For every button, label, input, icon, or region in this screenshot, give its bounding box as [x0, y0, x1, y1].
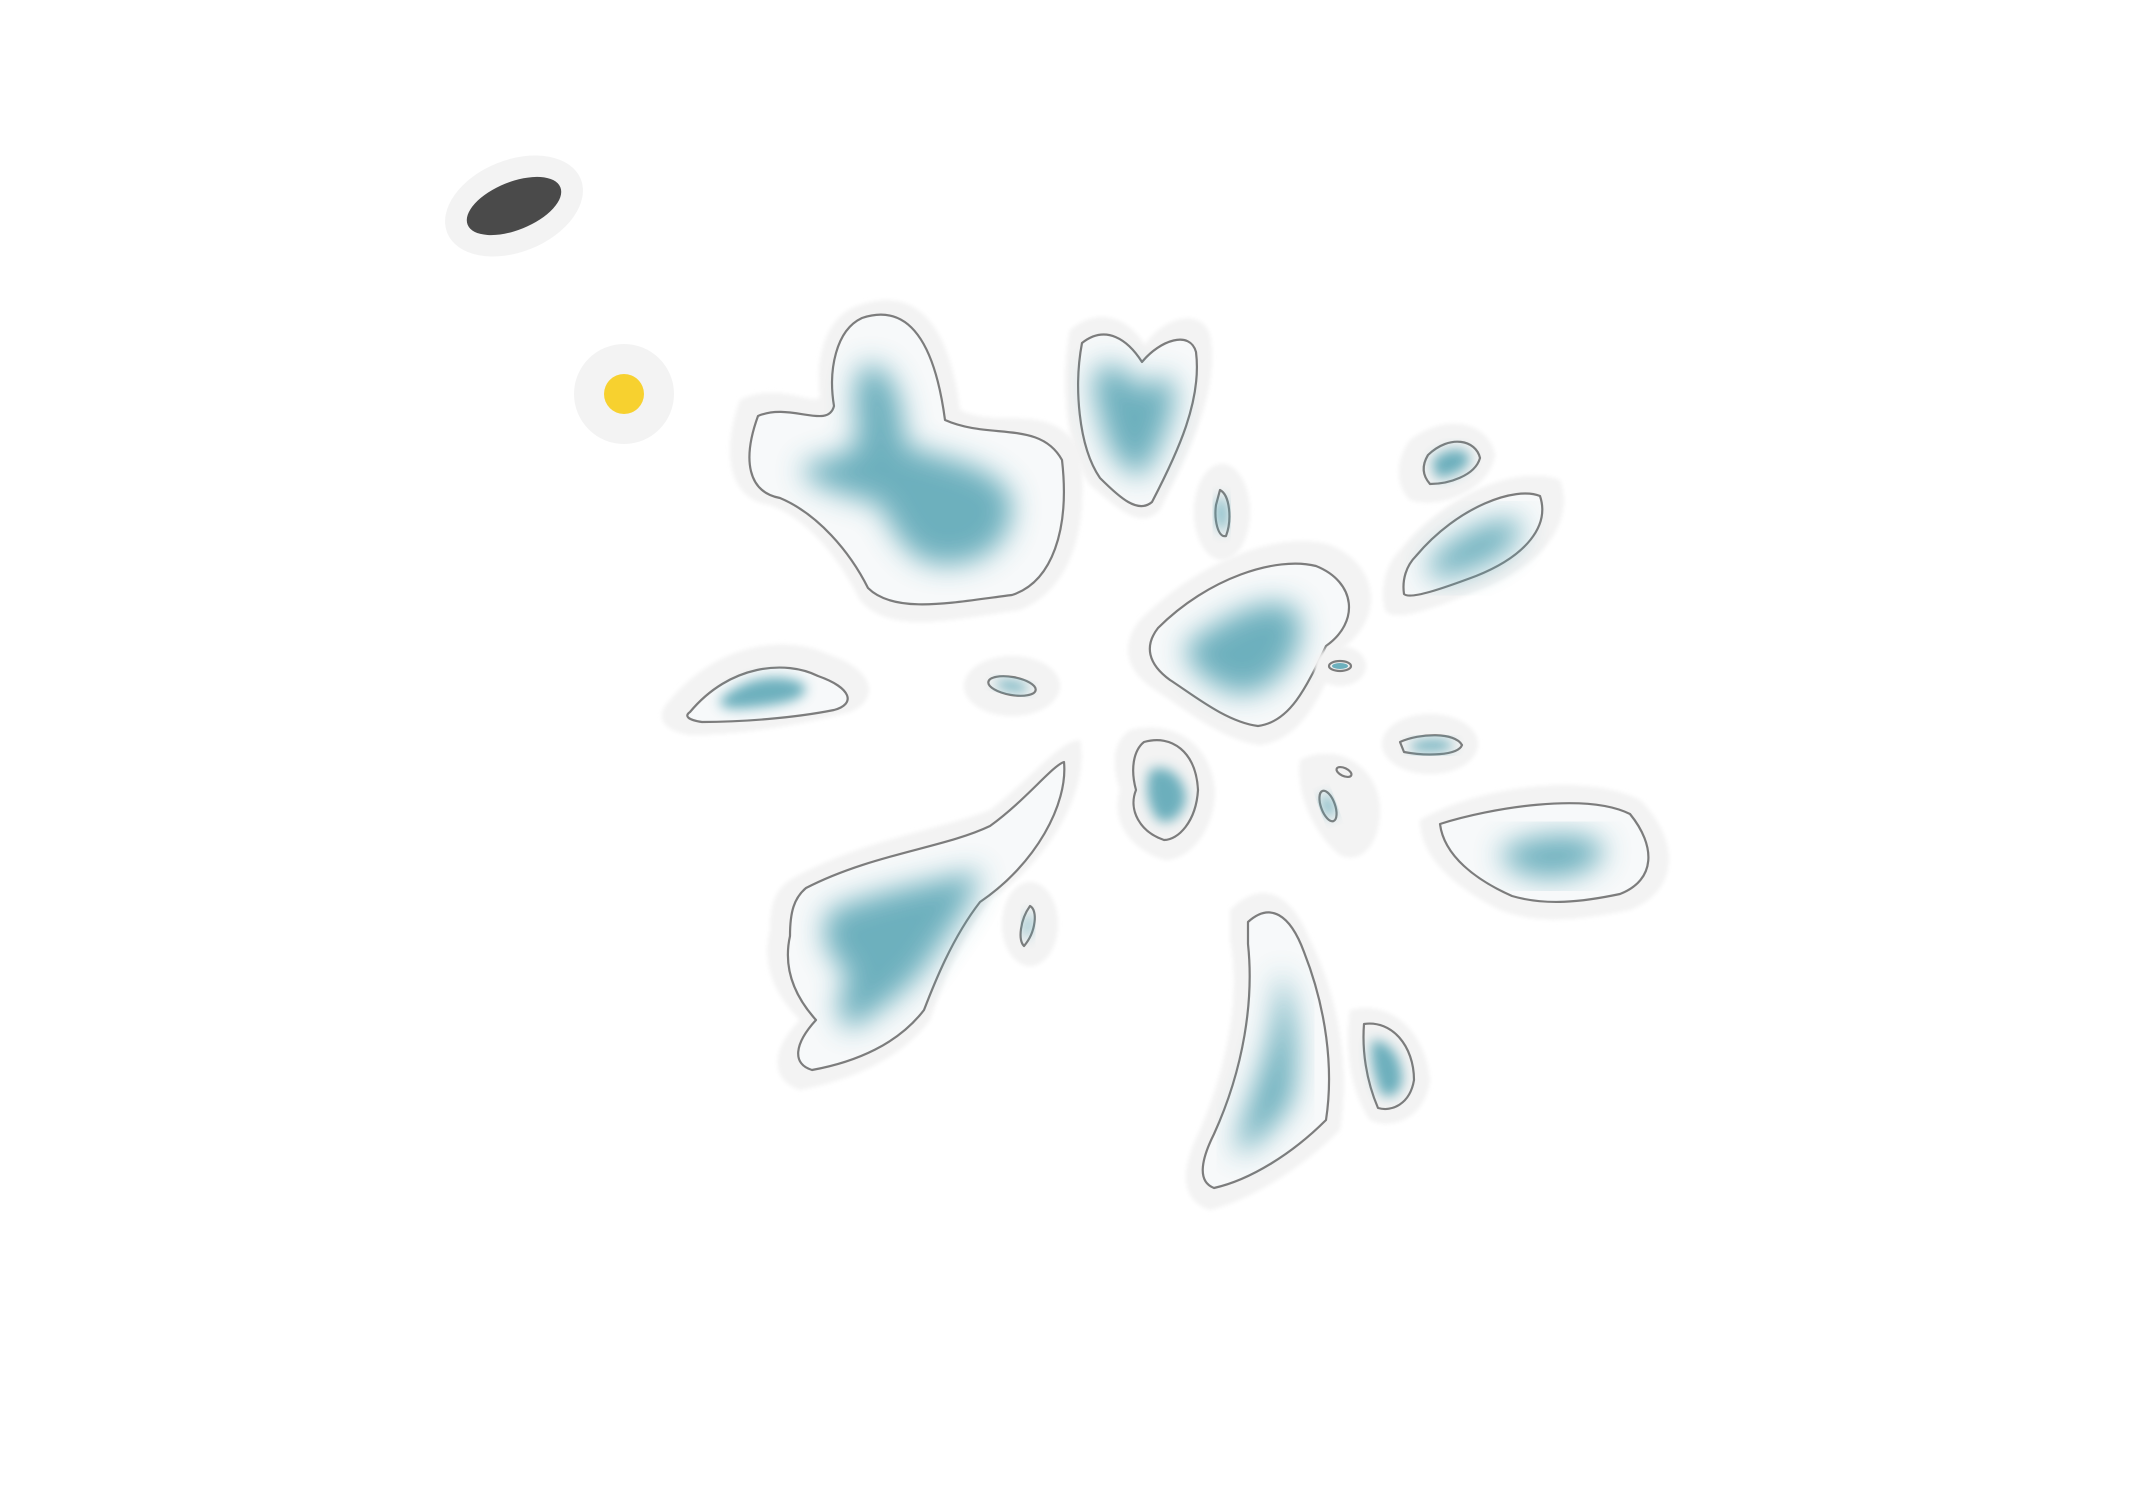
island-bottom-hook — [1348, 1008, 1430, 1124]
dark-oval-token[interactable] — [430, 136, 598, 275]
island-sliver-small — [1194, 464, 1250, 560]
island-left-small — [661, 644, 869, 735]
island-cross — [730, 300, 1083, 622]
island-bottom-curve — [1186, 893, 1344, 1210]
island-right-pill — [1382, 714, 1478, 774]
island-top-right-long — [1383, 475, 1564, 616]
island-central — [1128, 541, 1371, 745]
island-eye — [964, 656, 1060, 716]
island-lower-left — [767, 740, 1082, 1090]
island-droplets — [1299, 753, 1380, 858]
island-right-long — [1420, 785, 1669, 920]
island-tick — [1002, 882, 1058, 966]
yellow-dot-token[interactable] — [574, 344, 674, 444]
island-heart — [1065, 317, 1212, 519]
island-pond-center — [1114, 727, 1215, 860]
island-tiny-dot — [1314, 646, 1366, 686]
island-top-right-small — [1398, 423, 1495, 503]
yellow-dot-icon — [604, 374, 644, 414]
dark-oval-icon — [466, 176, 562, 236]
